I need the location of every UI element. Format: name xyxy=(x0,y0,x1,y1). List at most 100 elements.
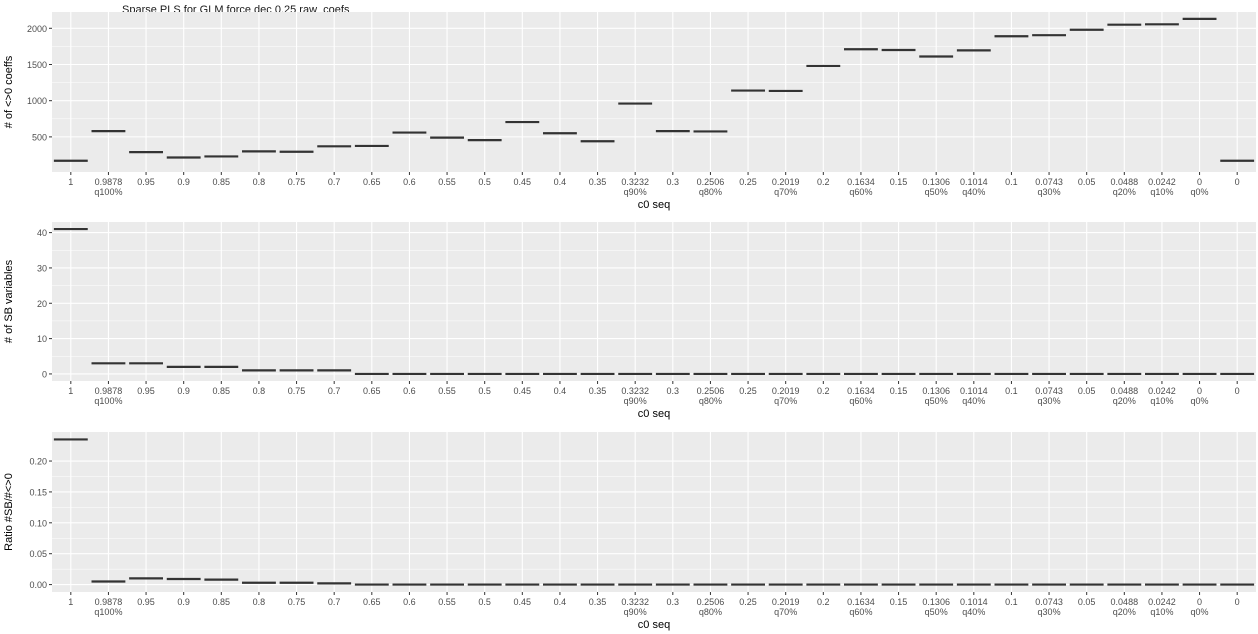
x-tick-label: 0.9878 xyxy=(95,597,123,607)
x-tick-label: 0.1306 xyxy=(922,597,950,607)
x-quantile-label: q0% xyxy=(1191,396,1209,406)
y-axis-title: Ratio #SB/#<>0 xyxy=(3,473,15,551)
x-quantile-label: q10% xyxy=(1150,187,1173,197)
x-quantile-label: q70% xyxy=(774,187,797,197)
x-quantile-label: q80% xyxy=(699,607,722,617)
x-tick-label: 0.9878 xyxy=(95,177,123,187)
x-tick-label: 1 xyxy=(68,177,73,187)
x-tick-label: 0.95 xyxy=(137,177,155,187)
x-tick-label: 0.05 xyxy=(1078,386,1096,396)
x-tick-label: 0.65 xyxy=(363,177,381,187)
x-tick-label: 0.0743 xyxy=(1035,177,1063,187)
x-tick-label: 0.55 xyxy=(438,177,456,187)
x-tick-label: 0.75 xyxy=(288,177,306,187)
y-tick-label: 40 xyxy=(37,228,47,238)
x-tick-label: 0.0488 xyxy=(1111,386,1139,396)
x-tick-label: 0.0743 xyxy=(1035,597,1063,607)
y-tick-label: 1500 xyxy=(27,60,47,70)
x-tick-label: 0 xyxy=(1197,597,1202,607)
x-tick-label: 0.8 xyxy=(253,597,266,607)
x-quantile-label: q50% xyxy=(925,396,948,406)
x-quantile-label: q40% xyxy=(962,187,985,197)
x-tick-label: 0.35 xyxy=(589,597,607,607)
x-tick-label: 0.2019 xyxy=(772,386,800,396)
x-quantile-label: q0% xyxy=(1191,607,1209,617)
x-tick-label: 0.15 xyxy=(890,386,908,396)
x-quantile-label: q0% xyxy=(1191,187,1209,197)
x-tick-label: 0.5 xyxy=(478,177,491,187)
x-quantile-label: q90% xyxy=(624,187,647,197)
x-quantile-label: q90% xyxy=(624,396,647,406)
x-tick-label: 0.2019 xyxy=(772,177,800,187)
x-quantile-label: q100% xyxy=(94,187,122,197)
x-tick-label: 0.7 xyxy=(328,386,341,396)
y-tick-label: 20 xyxy=(37,299,47,309)
x-tick-label: 0.9 xyxy=(177,597,190,607)
x-tick-label: 0.2 xyxy=(817,177,830,187)
x-tick-label: 0.05 xyxy=(1078,597,1096,607)
x-tick-label: 0.9 xyxy=(177,177,190,187)
y-tick-label: 500 xyxy=(32,132,47,142)
x-tick-label: 0.8 xyxy=(253,386,266,396)
x-tick-label: 0.4 xyxy=(554,597,567,607)
x-tick-label: 0.1014 xyxy=(960,386,988,396)
x-tick-label: 0.1014 xyxy=(960,177,988,187)
x-tick-label: 0.2506 xyxy=(697,177,725,187)
x-tick-label: 0.2 xyxy=(817,597,830,607)
x-quantile-label: q20% xyxy=(1113,607,1136,617)
x-quantile-label: q60% xyxy=(849,607,872,617)
y-tick-label: 10 xyxy=(37,334,47,344)
x-tick-label: 0.0743 xyxy=(1035,386,1063,396)
x-axis-title: c0 seq xyxy=(638,619,670,631)
x-tick-label: 0.3 xyxy=(667,177,680,187)
x-tick-label: 0.2019 xyxy=(772,597,800,607)
x-tick-label: 0.5 xyxy=(478,597,491,607)
x-tick-label: 0 xyxy=(1197,386,1202,396)
x-tick-label: 0.0242 xyxy=(1148,597,1176,607)
x-tick-label: 0.35 xyxy=(589,386,607,396)
x-quantile-label: q100% xyxy=(94,607,122,617)
x-tick-label: 0.2506 xyxy=(697,386,725,396)
x-tick-label: 0.15 xyxy=(890,597,908,607)
x-tick-label: 0.4 xyxy=(554,386,567,396)
x-quantile-label: q50% xyxy=(925,607,948,617)
x-tick-label: 0.55 xyxy=(438,386,456,396)
x-tick-label: 0.0242 xyxy=(1148,386,1176,396)
y-tick-label: 0.15 xyxy=(29,487,47,497)
x-tick-label: 1 xyxy=(68,597,73,607)
x-tick-label: 0.15 xyxy=(890,177,908,187)
x-quantile-label: q50% xyxy=(925,187,948,197)
x-tick-label: 0.75 xyxy=(288,386,306,396)
y-tick-label: 0.10 xyxy=(29,518,47,528)
x-tick-label: 0.85 xyxy=(213,386,231,396)
x-tick-label: 0.0488 xyxy=(1111,597,1139,607)
x-tick-label: 0 xyxy=(1197,177,1202,187)
y-axis-title: # of SB variables xyxy=(3,259,15,343)
x-tick-label: 0.2506 xyxy=(697,597,725,607)
x-tick-label: 0 xyxy=(1235,597,1240,607)
x-quantile-label: q30% xyxy=(1038,187,1061,197)
x-tick-label: 0.35 xyxy=(589,177,607,187)
x-quantile-label: q80% xyxy=(699,187,722,197)
x-tick-label: 0.65 xyxy=(363,386,381,396)
x-tick-label: 0.25 xyxy=(739,177,757,187)
x-tick-label: 0.3 xyxy=(667,597,680,607)
x-axis-title: c0 seq xyxy=(638,199,670,211)
y-tick-label: 0.05 xyxy=(29,549,47,559)
x-tick-label: 0.1 xyxy=(1005,597,1018,607)
x-tick-label: 0.6 xyxy=(403,386,416,396)
panel-background xyxy=(52,12,1256,172)
x-tick-label: 0.85 xyxy=(213,597,231,607)
x-quantile-label: q30% xyxy=(1038,607,1061,617)
x-tick-label: 0.85 xyxy=(213,177,231,187)
x-tick-label: 0.55 xyxy=(438,597,456,607)
x-tick-label: 0.1306 xyxy=(922,177,950,187)
x-tick-label: 0.3232 xyxy=(621,386,649,396)
x-tick-label: 0.7 xyxy=(328,597,341,607)
x-tick-label: 0.0488 xyxy=(1111,177,1139,187)
x-tick-label: 0.6 xyxy=(403,597,416,607)
